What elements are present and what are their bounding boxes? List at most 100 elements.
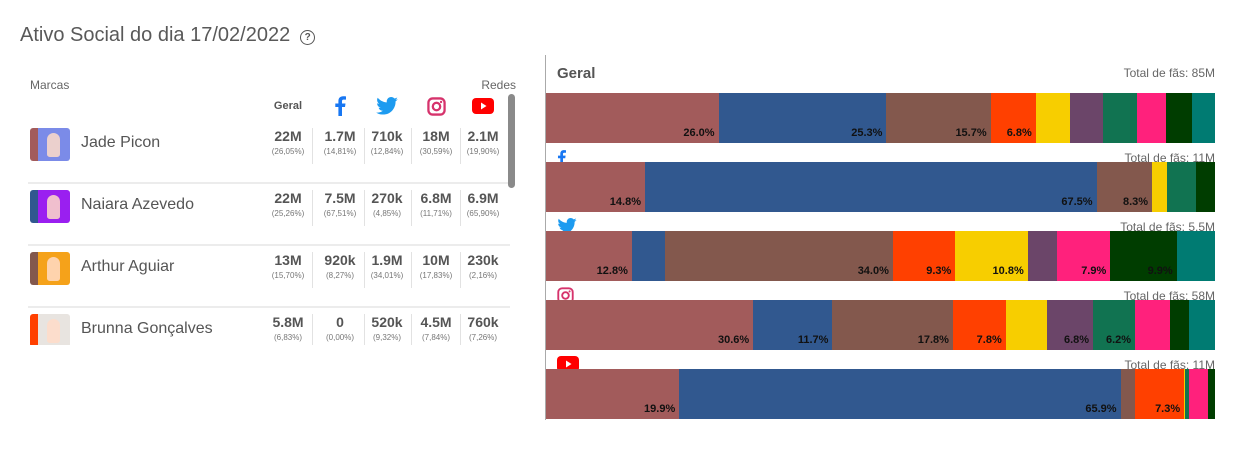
bar-segment[interactable] — [1184, 369, 1186, 419]
metric-value: 230k — [467, 252, 499, 268]
stacked-bar[interactable]: 19.9% 65.9% 7.3% — [546, 369, 1215, 419]
bar-segment[interactable] — [1208, 369, 1215, 419]
metric-value: 22M — [274, 190, 302, 206]
brand-name[interactable]: Brunna Gonçalves — [81, 320, 213, 337]
metric-value: 6.8M — [420, 190, 452, 206]
facebook-icon[interactable] — [317, 94, 363, 118]
column-divider — [460, 314, 461, 345]
total-fans: Total de fãs: 11M — [1124, 358, 1215, 372]
metric-cell-youtube: 6.9M (65,90%) — [460, 188, 506, 220]
bar-segment[interactable]: 7.9% — [1057, 231, 1111, 281]
metric-percent: (65,90%) — [466, 209, 500, 218]
column-header-geral[interactable]: Geral — [273, 100, 303, 112]
metric-cell-geral: 22M (25,26%) — [265, 188, 311, 220]
bar-segment[interactable] — [1136, 93, 1166, 143]
brand-color-stripe — [30, 190, 38, 223]
metric-cell-youtube: 760k (7,26%) — [460, 312, 506, 344]
help-circle-icon[interactable]: ? — [300, 29, 316, 45]
metric-value: 920k — [324, 252, 356, 268]
total-fans: Total de fãs: 11M — [1124, 151, 1215, 165]
bar-segment[interactable]: 7.8% — [952, 300, 1006, 350]
bar-segment[interactable] — [1189, 369, 1209, 419]
bar-segment[interactable] — [1069, 93, 1104, 143]
metric-cell-instagram: 18M (30,59%) — [413, 126, 459, 158]
bar-segment[interactable]: 11.7% — [753, 300, 833, 350]
bar-segment[interactable]: 65.9% — [679, 369, 1121, 419]
brand-name[interactable]: Arthur Aguiar — [81, 258, 175, 275]
bar-segment[interactable] — [1135, 300, 1171, 350]
segment-label: 7.9% — [1081, 265, 1107, 277]
total-fans-value: 11M — [1192, 358, 1215, 372]
bar-segment[interactable] — [1152, 162, 1168, 212]
bar-segment[interactable] — [1120, 369, 1136, 419]
bar-segment[interactable]: 6.8% — [1047, 300, 1094, 350]
bar-segment[interactable]: 19.9% — [546, 369, 680, 419]
bar-segment[interactable] — [1195, 162, 1215, 212]
instagram-icon[interactable] — [413, 94, 459, 118]
stacked-bar[interactable]: 12.8% 34.0% 9.3% 10.8% 7.9% 9.9% — [546, 231, 1215, 281]
brand-name[interactable]: Naiara Azevedo — [81, 196, 194, 213]
segment-label: 8.3% — [1123, 196, 1149, 208]
column-divider — [364, 190, 365, 226]
bar-segment[interactable] — [1165, 93, 1193, 143]
bar-segment[interactable]: 17.8% — [832, 300, 953, 350]
segment-label: 11.7% — [797, 334, 829, 346]
metric-cell-facebook: 7.5M (67,51%) — [317, 188, 363, 220]
stacked-bar[interactable]: 26.0% 25.3% 15.7% 6.8% — [546, 93, 1215, 143]
bar-segment[interactable]: 30.6% — [546, 300, 754, 350]
bar-segment[interactable] — [1027, 231, 1058, 281]
chart-section-facebook: Total de fãs: 11M 14.8% 67.5% 8.3% — [546, 143, 1215, 212]
total-fans: Total de fãs: 58M — [1124, 289, 1215, 303]
brand-row[interactable]: Naiara Azevedo 22M (25,26%) 7.5M (67,51%… — [28, 184, 510, 246]
brand-row[interactable]: Arthur Aguiar 13M (15,70%) 920k (8,27%) … — [28, 246, 510, 308]
brand-row[interactable]: Brunna Gonçalves 5.8M (6,83%) 0 (0,00%) … — [28, 308, 510, 345]
metric-percent: (26,05%) — [271, 147, 305, 156]
bar-segment[interactable]: 12.8% — [546, 231, 632, 281]
brand-row[interactable]: Jade Picon 22M (26,05%) 1.7M (14,81%) 71… — [28, 122, 510, 184]
networks-label: Redes — [481, 78, 516, 92]
metric-cell-youtube: 2.1M (19,90%) — [460, 126, 506, 158]
bar-segment[interactable] — [1167, 162, 1196, 212]
bar-segment[interactable]: 67.5% — [645, 162, 1097, 212]
chart-title: Geral — [557, 65, 596, 82]
bar-segment[interactable]: 7.3% — [1135, 369, 1185, 419]
bar-segment[interactable]: 25.3% — [718, 93, 887, 143]
bar-segment[interactable] — [1189, 300, 1215, 350]
metric-value: 18M — [422, 128, 450, 144]
bar-segment[interactable]: 9.9% — [1110, 231, 1177, 281]
brand-name[interactable]: Jade Picon — [81, 134, 161, 151]
total-fans-label: Total de fãs: — [1124, 358, 1190, 372]
bar-segment[interactable]: 9.3% — [892, 231, 956, 281]
bar-segment[interactable]: 6.8% — [990, 93, 1036, 143]
brands-list[interactable]: Jade Picon 22M (26,05%) 1.7M (14,81%) 71… — [28, 122, 510, 345]
bar-segment[interactable]: 14.8% — [546, 162, 645, 212]
bar-segment[interactable] — [1185, 369, 1190, 419]
bar-segment[interactable] — [1005, 300, 1048, 350]
segment-label: 9.9% — [1147, 265, 1173, 277]
total-fans-label: Total de fãs: — [1123, 289, 1189, 303]
bar-segment[interactable]: 15.7% — [886, 93, 991, 143]
youtube-icon[interactable] — [460, 94, 506, 118]
metric-percent: (19,90%) — [466, 147, 500, 156]
bar-segment[interactable]: 10.8% — [955, 231, 1028, 281]
bar-segment[interactable] — [1170, 300, 1190, 350]
chart-section-header: Total de fãs: 5.5M — [546, 212, 1215, 234]
metric-percent: (17,83%) — [419, 271, 453, 280]
stacked-bar[interactable]: 14.8% 67.5% 8.3% — [546, 162, 1215, 212]
stacked-bar[interactable]: 30.6% 11.7% 17.8% 7.8% 6.8% 6.2% — [546, 300, 1215, 350]
bar-segment[interactable]: 26.0% — [546, 93, 719, 143]
column-divider — [460, 252, 461, 288]
bar-segment[interactable] — [1176, 231, 1215, 281]
bar-segment[interactable]: 8.3% — [1096, 162, 1153, 212]
table-scrollbar[interactable] — [508, 94, 515, 188]
column-divider — [364, 314, 365, 345]
bar-segment[interactable] — [1192, 93, 1215, 143]
bar-segment[interactable] — [1103, 93, 1137, 143]
bar-segment[interactable] — [631, 231, 665, 281]
twitter-icon[interactable] — [364, 94, 410, 118]
brand-color-stripe — [30, 252, 38, 285]
bar-segment[interactable] — [1035, 93, 1070, 143]
bar-segment[interactable]: 34.0% — [664, 231, 893, 281]
bar-segment[interactable]: 6.2% — [1093, 300, 1136, 350]
chart-section-twitter: Total de fãs: 5.5M 12.8% 34.0% 9.3% 10.8% 7.9… — [546, 212, 1215, 281]
